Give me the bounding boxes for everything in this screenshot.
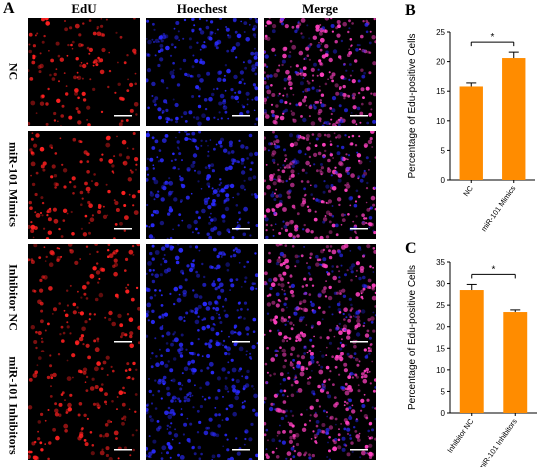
y-axis-label: Percentage of Edu-positive Cells — [407, 33, 418, 178]
micrograph-edu-3 — [28, 244, 140, 352]
row-label-inhibitor-nc-wrap: Inhibitor NC — [0, 244, 26, 352]
x-tick-label: miR-101 Inhibitors — [477, 417, 519, 467]
chart-b-svg: Percentage of Edu-positive Cells 0 5 10 15 20… — [407, 28, 535, 233]
significance-star: * — [491, 32, 495, 43]
micrograph-merge-4 — [264, 352, 376, 460]
y-tick-label: 20 — [436, 323, 445, 332]
x-tick-label: Inhibitor NC — [445, 417, 475, 455]
y-tick-label: 35 — [436, 258, 445, 267]
micrograph-edu-1 — [28, 18, 140, 126]
row-label-mimics: miR-101 Mimics — [6, 142, 21, 227]
significance-star: * — [492, 264, 496, 275]
panel-a-letter: A — [3, 0, 15, 17]
y-tick-label: 15 — [436, 87, 445, 96]
bar — [459, 86, 483, 180]
row-label-inhibitors-wrap: miR-101 Inhibitors — [0, 352, 26, 460]
column-header-hoechst: Hoechest — [176, 1, 228, 16]
micrograph-hoechst-4 — [146, 352, 258, 460]
row-label-nc: NC — [6, 62, 21, 81]
micrograph-hoechst-3 — [146, 244, 258, 352]
chart-b: Percentage of Edu-positive Cells 0 5 10 15 20… — [405, 10, 550, 235]
bar — [502, 58, 526, 180]
y-tick-label: 25 — [436, 28, 445, 37]
column-header-edu: EdU — [71, 1, 97, 16]
chart-c-svg: Percentage of Edu-positive Cells 0 5 10 15 20… — [407, 258, 537, 472]
y-tick-label: 0 — [441, 176, 446, 185]
y-tick-label: 20 — [436, 58, 445, 67]
y-tick-label: 5 — [441, 387, 446, 396]
micrograph-merge-2 — [264, 131, 376, 239]
x-tick-label: NC — [461, 184, 475, 199]
micrograph-hoechst-1 — [146, 18, 258, 126]
column-header-merge: Merge — [301, 1, 339, 16]
micrograph-hoechst-2 — [146, 131, 258, 239]
y-axis-label: Percentage of Edu-positive Cells — [407, 265, 418, 410]
row-label-mimics-wrap: miR-101 Mimics — [0, 131, 26, 239]
y-tick-label: 15 — [436, 344, 445, 353]
x-tick-label: miR-101 Mimics — [479, 184, 517, 233]
y-tick-label: 25 — [436, 301, 445, 310]
bar — [503, 312, 528, 413]
y-tick-label: 0 — [441, 409, 446, 418]
row-label-inhibitor-nc: Inhibitor NC — [6, 264, 21, 331]
panel-b-letter: B — [405, 2, 416, 19]
row-label-inhibitors: miR-101 Inhibitors — [6, 356, 21, 455]
row-label-nc-wrap: NC — [0, 18, 26, 126]
panel-c-letter: C — [405, 240, 417, 257]
y-tick-label: 10 — [436, 117, 445, 126]
y-tick-label: 10 — [436, 366, 445, 375]
chart-c: Percentage of Edu-positive Cells 0 5 10 15 20… — [405, 248, 550, 472]
y-tick-label: 5 — [441, 146, 446, 155]
micrograph-merge-1 — [264, 18, 376, 126]
bar — [459, 290, 484, 413]
micrograph-merge-3 — [264, 244, 376, 352]
micrograph-edu-2 — [28, 131, 140, 239]
micrograph-edu-4 — [28, 352, 140, 460]
y-tick-label: 30 — [436, 280, 445, 289]
